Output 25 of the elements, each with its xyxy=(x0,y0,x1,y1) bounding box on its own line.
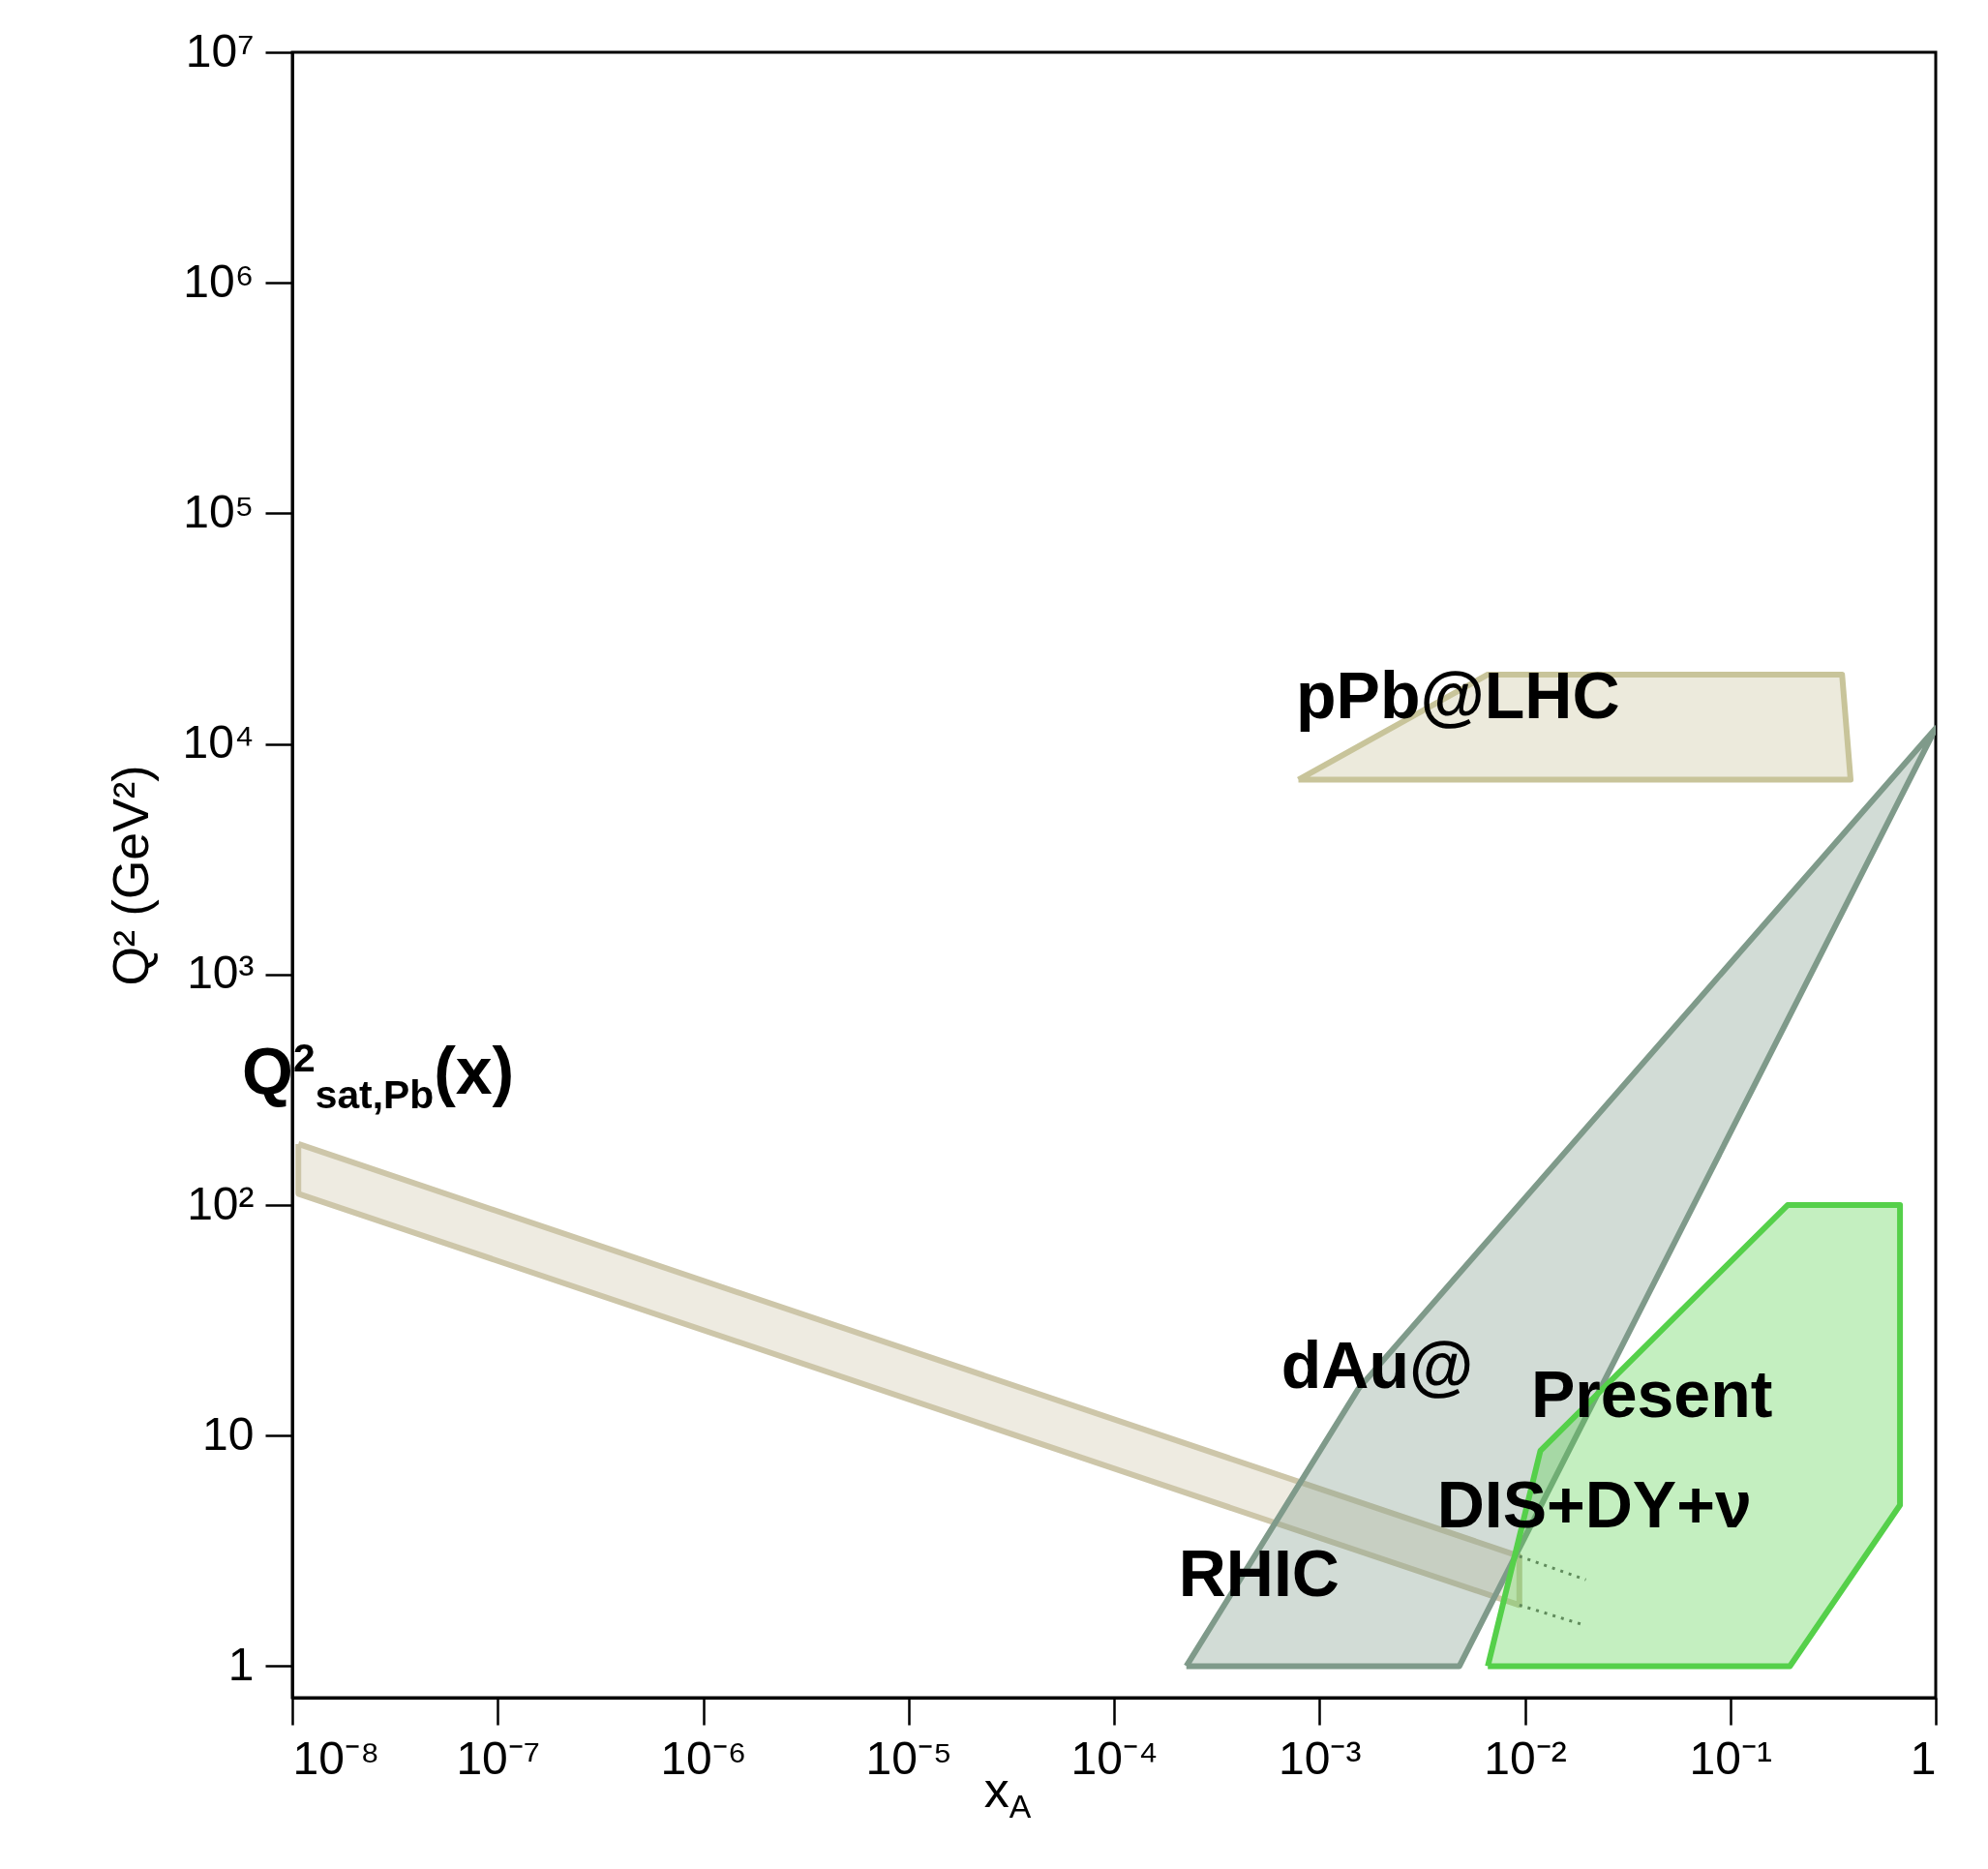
x-tick-label: 10⁻⁵ xyxy=(865,1732,952,1784)
annotation: RHIC xyxy=(1178,1536,1340,1611)
x-tick-label: 10⁻⁴ xyxy=(1070,1732,1159,1784)
x-tick-label: 10⁻⁶ xyxy=(660,1732,747,1784)
y-axis-title: Q² (GeV²) xyxy=(103,765,160,986)
annotation: Q$^{2}$$_{sat,Pb}$(x) xyxy=(242,1034,515,1117)
y-tick-label: 10⁷ xyxy=(185,24,255,76)
x-tick-label: 1 xyxy=(1910,1732,1937,1784)
x-tick-label: 10⁻² xyxy=(1484,1732,1567,1784)
y-tick-label: 10⁴ xyxy=(182,716,255,769)
x-axis-title: x$_{A}$ xyxy=(983,1761,1032,1826)
y-tick-label: 10 xyxy=(202,1407,255,1460)
annotation: dAu@ xyxy=(1280,1327,1474,1402)
annotation: Present xyxy=(1530,1357,1773,1432)
y-tick-label: 10⁵ xyxy=(183,485,255,537)
annotation: DIS+DY+ν xyxy=(1436,1467,1752,1541)
annotation: pPb@LHC xyxy=(1296,657,1620,732)
y-tick-label: 1 xyxy=(227,1638,255,1690)
x-tick-label: 10⁻⁷ xyxy=(456,1732,541,1784)
x-tick-label: 10⁻¹ xyxy=(1689,1732,1772,1784)
x-tick-label: 10⁻³ xyxy=(1279,1732,1362,1784)
y-tick-label: 10³ xyxy=(187,947,255,999)
x-tick-label: 10⁻⁸ xyxy=(292,1732,380,1784)
y-tick-label: 10⁶ xyxy=(183,255,255,307)
y-tick-label: 10² xyxy=(187,1177,255,1229)
